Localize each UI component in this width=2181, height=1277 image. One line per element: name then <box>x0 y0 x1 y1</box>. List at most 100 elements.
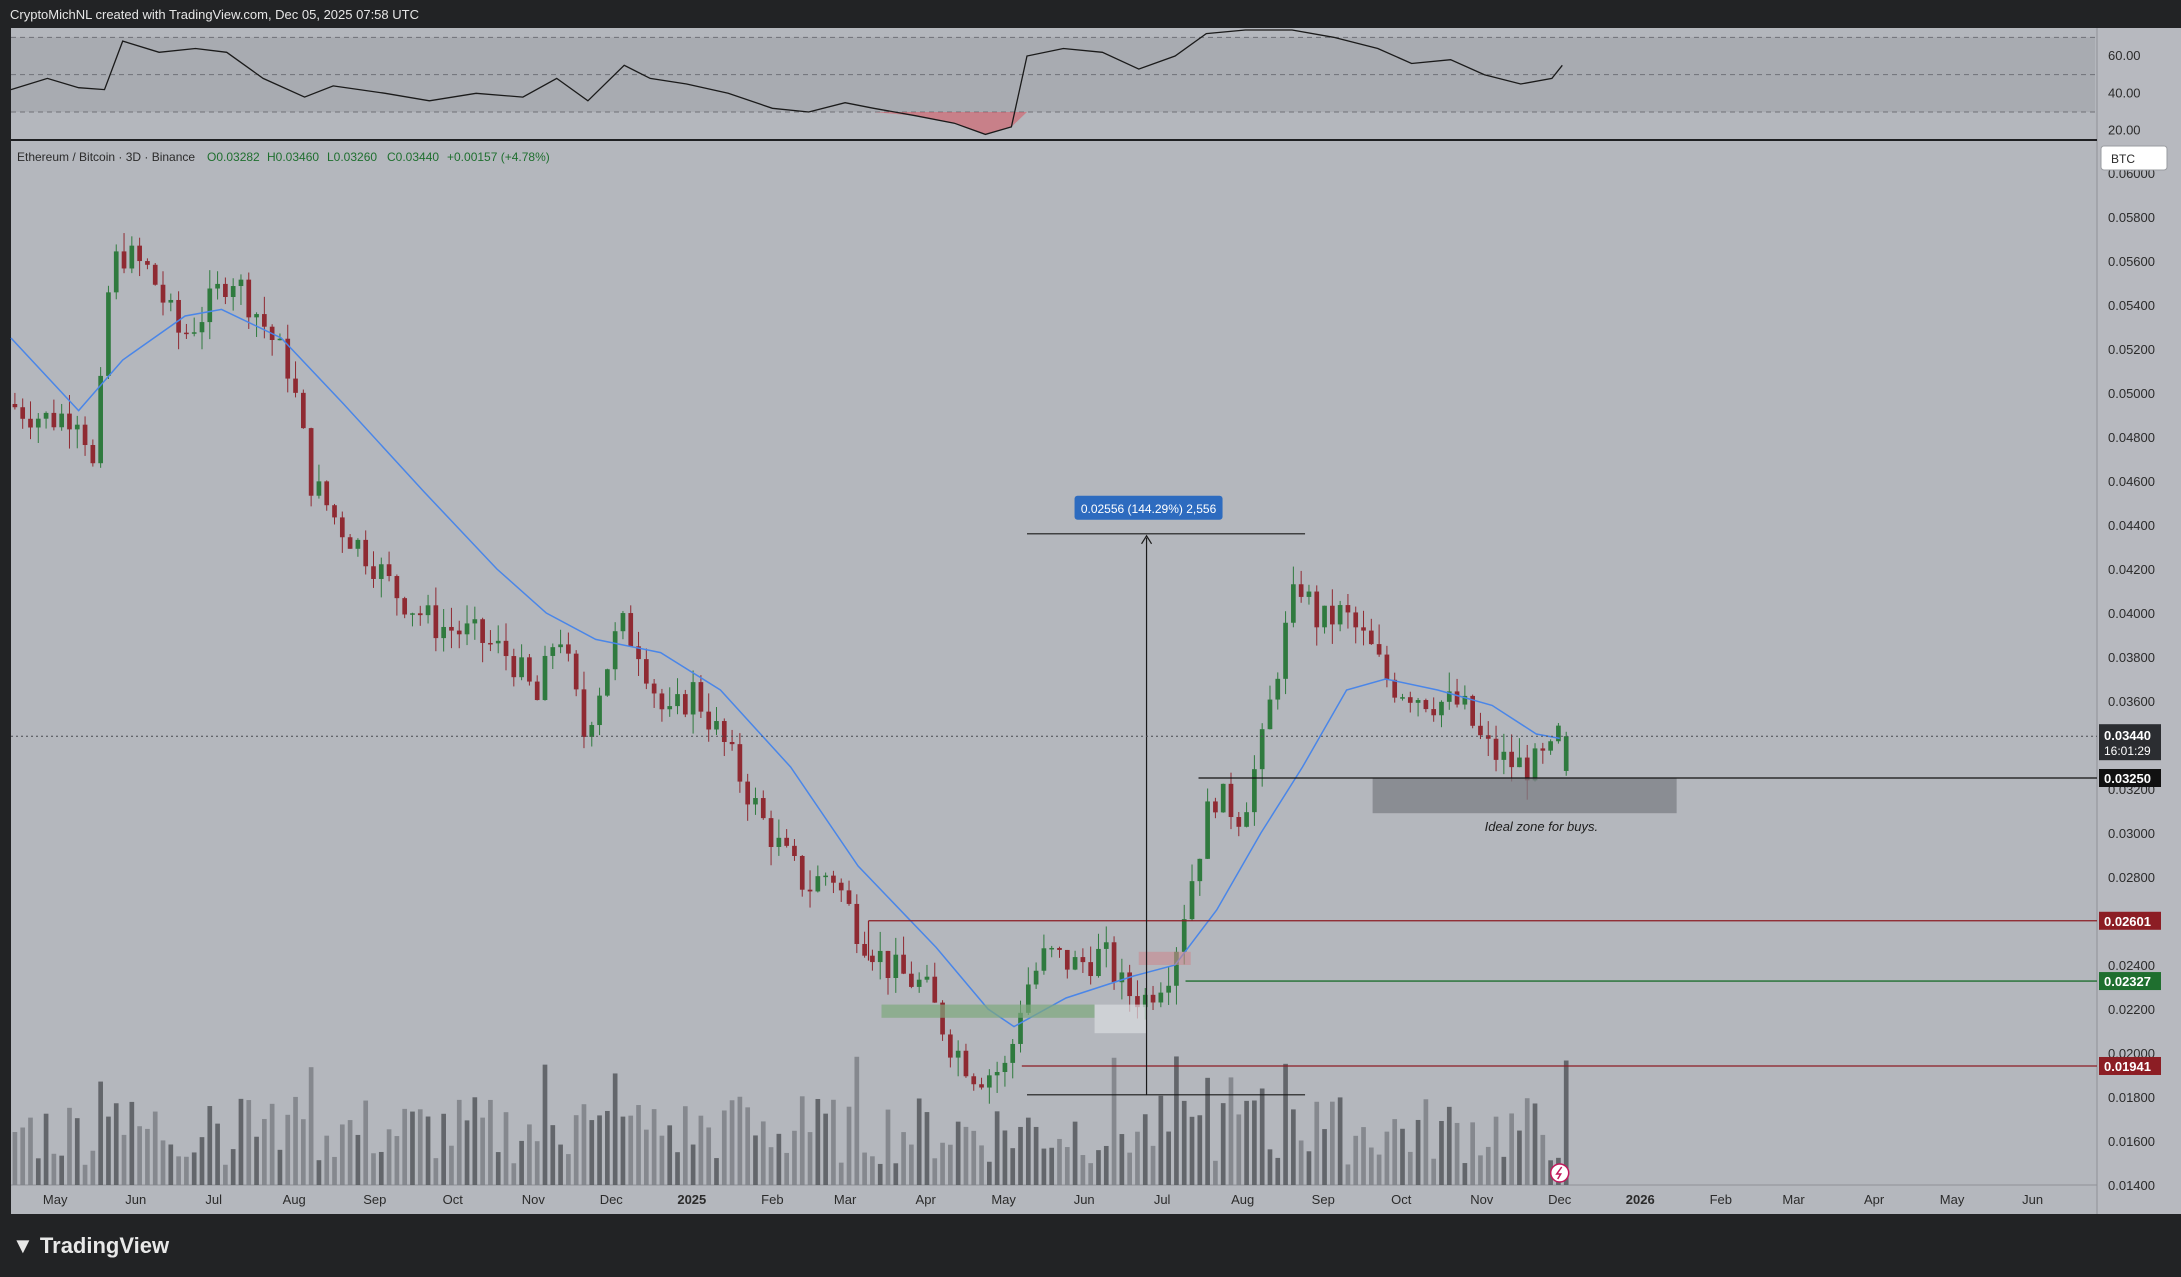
volume-bar <box>581 1104 587 1185</box>
time-tick-label: Jul <box>1154 1192 1171 1207</box>
price-tick-label: 0.01600 <box>2108 1134 2155 1149</box>
price-tick-label: 0.04800 <box>2108 430 2155 445</box>
candle-body <box>1407 697 1413 703</box>
candle-body <box>838 882 844 891</box>
candle-body <box>527 657 532 682</box>
header-bar: CryptoMichNL created with TradingView.co… <box>0 0 2181 28</box>
candle-body <box>308 428 314 496</box>
candle-body <box>1096 948 1101 977</box>
volume-bar <box>1306 1151 1312 1185</box>
candle-series <box>12 233 1569 1104</box>
volume-bar <box>410 1111 415 1185</box>
volume-bar <box>1407 1151 1413 1185</box>
volume-bar <box>43 1113 49 1185</box>
candle-body <box>1057 947 1062 950</box>
volume-bar <box>417 1109 423 1185</box>
candle-body <box>51 412 57 428</box>
candle-body <box>28 418 33 428</box>
candle-body <box>893 954 899 978</box>
tradingview-logo[interactable]: ▼ TradingView <box>12 1233 169 1259</box>
volume-bar <box>1540 1134 1546 1185</box>
volume-bar <box>1213 1160 1218 1185</box>
candle-body <box>1415 700 1421 703</box>
candle-body <box>979 1084 984 1088</box>
candle-body <box>706 711 712 730</box>
volume-bar <box>1166 1131 1171 1185</box>
volume-bar <box>1119 1134 1125 1185</box>
moving-average-line <box>10 308 1560 1028</box>
volume-bar <box>1205 1077 1210 1185</box>
volume-bar <box>316 1160 322 1185</box>
time-tick-label: Oct <box>1391 1192 1412 1207</box>
volume-bar <box>534 1141 540 1185</box>
volume-bar <box>176 1156 181 1185</box>
level-price-label: 0.01941 <box>2104 1059 2151 1074</box>
candle-body <box>121 251 127 269</box>
volume-bar <box>862 1152 867 1185</box>
candle-body <box>1384 654 1390 680</box>
candle-body <box>948 1034 953 1058</box>
volume-bar <box>799 1096 805 1185</box>
candle-body <box>449 626 454 631</box>
candle-body <box>410 613 415 615</box>
time-tick-label: Oct <box>443 1192 464 1207</box>
volume-bar <box>269 1103 275 1185</box>
volume-bar <box>659 1135 665 1185</box>
volume-bar <box>293 1096 298 1185</box>
volume-bar <box>207 1106 213 1185</box>
rsi-pane: 60.00 40.00 20.00 <box>10 29 2141 138</box>
volume-bar <box>1446 1106 1452 1185</box>
volume-bar <box>433 1158 439 1185</box>
candle-body <box>901 954 906 974</box>
volume-bar <box>690 1144 696 1185</box>
demand-zone-green <box>881 1004 1095 1018</box>
volume-bar <box>441 1113 446 1185</box>
price-tick-label: 0.03800 <box>2108 650 2155 665</box>
volume-bar <box>1439 1121 1444 1185</box>
volume-bar <box>893 1163 899 1185</box>
candle-body <box>1431 709 1437 716</box>
volume-bar <box>503 1112 509 1185</box>
candle-body <box>59 413 65 428</box>
volume-bar <box>979 1145 984 1185</box>
volume-bar <box>168 1144 174 1185</box>
time-tick-label: Apr <box>1864 1192 1885 1207</box>
time-tick-label: Jul <box>205 1192 222 1207</box>
price-tick-label: 0.04200 <box>2108 562 2155 577</box>
volume-bar <box>285 1114 291 1185</box>
time-tick-label: Mar <box>1782 1192 1805 1207</box>
candle-body <box>1135 996 1140 1008</box>
volume-bar <box>1470 1122 1475 1185</box>
candle-body <box>1064 949 1070 970</box>
volume-bar <box>332 1156 337 1185</box>
volume-bar <box>643 1129 649 1185</box>
volume-bar <box>1189 1116 1195 1185</box>
volume-bar <box>137 1126 142 1185</box>
ohlc-value: +0.00157 (+4.78%) <box>447 150 550 164</box>
volume-bar <box>230 1149 236 1185</box>
buy-zone-label: Ideal zone for buys. <box>1485 819 1598 834</box>
volume-bar <box>986 1161 992 1185</box>
volume-bar <box>90 1150 96 1185</box>
volume-bar <box>1088 1163 1094 1185</box>
volume-bar <box>277 1149 283 1185</box>
candle-body <box>745 781 751 805</box>
volume-bar <box>339 1124 345 1185</box>
candle-body <box>589 725 595 737</box>
volume-bar <box>1563 1060 1569 1185</box>
volume-bar <box>35 1158 41 1185</box>
volume-bar <box>1111 1057 1117 1185</box>
candle-body <box>823 875 828 878</box>
candle-body <box>1493 738 1499 760</box>
volume-bar <box>1392 1119 1398 1185</box>
price-tick-label: 0.05800 <box>2108 210 2155 225</box>
candle-body <box>776 837 782 847</box>
volume-bar <box>82 1164 88 1185</box>
volume-bar <box>1454 1122 1460 1185</box>
candle-body <box>1267 699 1273 730</box>
volume-bar <box>1478 1155 1483 1185</box>
time-tick-label: May <box>991 1192 1016 1207</box>
candle-body <box>293 378 298 393</box>
volume-bar <box>838 1162 844 1185</box>
